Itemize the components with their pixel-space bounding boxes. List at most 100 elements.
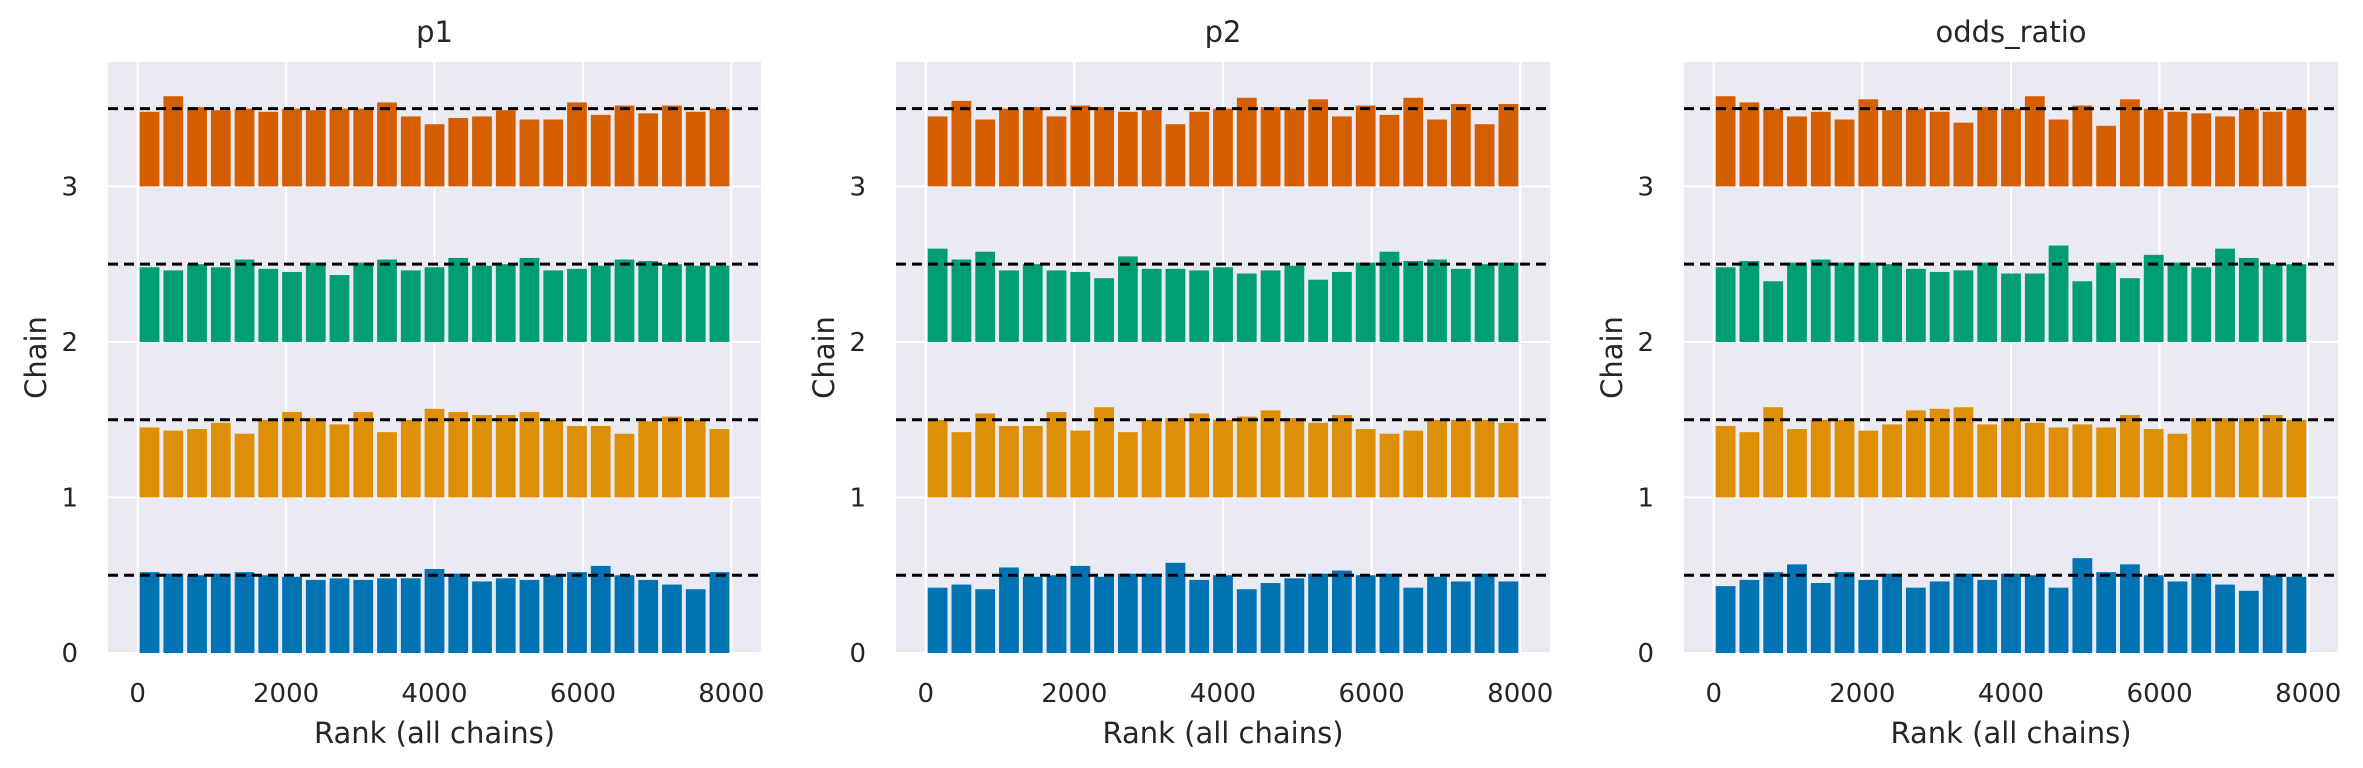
x-tick-label: 0 <box>129 679 146 709</box>
bar-chain-2 <box>163 270 184 342</box>
x-tick-label: 8000 <box>2275 679 2341 709</box>
bar-chain-3 <box>1165 124 1186 187</box>
bar-chain-3 <box>1450 103 1471 187</box>
bar-chain-3 <box>234 108 255 187</box>
bar-chain-1 <box>519 411 540 498</box>
bar-chain-0 <box>1332 570 1352 653</box>
bar-chain-0 <box>2072 558 2093 653</box>
bar-chain-1 <box>258 419 279 498</box>
bar-chain-2 <box>1977 262 1998 342</box>
bar-chain-3 <box>519 119 540 187</box>
bar-chain-2 <box>2262 264 2283 342</box>
bar-chain-2 <box>1094 278 1114 342</box>
bar-chain-3 <box>329 108 350 187</box>
bar-chain-3 <box>951 100 972 187</box>
bar-chain-3 <box>472 116 492 187</box>
bar-chain-3 <box>638 113 659 187</box>
bar-chain-3 <box>2167 111 2188 187</box>
bar-chain-2 <box>1498 262 1519 342</box>
bar-chain-0 <box>329 578 350 653</box>
bar-chain-0 <box>999 567 1019 653</box>
bar-chain-2 <box>1117 256 1138 342</box>
bar-chain-3 <box>2215 116 2235 187</box>
bar-chain-3 <box>2191 113 2212 187</box>
bar-chain-3 <box>1355 105 1376 187</box>
bar-chain-1 <box>2001 418 2021 498</box>
bar-chain-0 <box>1739 579 1760 653</box>
bar-chain-0 <box>1787 564 1807 653</box>
x-tick-label: 8000 <box>698 679 764 709</box>
bar-chain-1 <box>1189 413 1210 498</box>
bar-chain-2 <box>1953 270 1974 342</box>
bar-chain-3 <box>1977 107 1998 187</box>
bar-chain-1 <box>1308 422 1329 498</box>
bar-chain-0 <box>2191 573 2212 653</box>
bar-chain-2 <box>1715 267 1736 342</box>
bar-chain-0 <box>1498 581 1519 653</box>
bar-chain-3 <box>927 116 948 187</box>
bar-chain-0 <box>1450 581 1471 653</box>
bar-chain-2 <box>2120 278 2140 342</box>
bar-chain-1 <box>1070 430 1091 498</box>
bar-chain-2 <box>1046 270 1067 342</box>
bar-chain-3 <box>424 124 445 187</box>
bar-chain-0 <box>638 579 659 653</box>
bar-chain-0 <box>1977 579 1998 653</box>
bar-chain-3 <box>1379 114 1400 187</box>
x-tick-label: 6000 <box>2127 679 2193 709</box>
y-tick-label: 1 <box>849 483 866 513</box>
bar-chain-0 <box>305 579 326 653</box>
x-tick-label: 8000 <box>1487 679 1553 709</box>
bar-chain-0 <box>2048 587 2069 653</box>
bar-chain-3 <box>662 105 682 187</box>
bar-chain-2 <box>543 270 564 342</box>
y-tick-label: 0 <box>1637 639 1654 669</box>
bar-chain-0 <box>1427 576 1447 653</box>
bar-chain-3 <box>1046 116 1067 187</box>
bar-chain-1 <box>1427 419 1447 498</box>
bar-chain-3 <box>1427 119 1447 187</box>
bar-chain-0 <box>448 573 469 653</box>
bar-chain-2 <box>282 271 302 342</box>
bar-chain-0 <box>927 587 948 653</box>
bar-chain-2 <box>2191 267 2212 342</box>
bar-chain-3 <box>1474 124 1495 187</box>
bar-chain-3 <box>2072 105 2093 187</box>
bar-chain-3 <box>282 108 302 187</box>
bar-chain-2 <box>448 257 469 342</box>
bar-chain-1 <box>2191 418 2212 498</box>
bar-chain-2 <box>1213 267 1233 342</box>
bar-chain-2 <box>329 275 350 342</box>
bar-chain-0 <box>1308 573 1329 653</box>
y-tick-label: 0 <box>61 639 78 669</box>
x-axis-label: Rank (all chains) <box>314 716 555 750</box>
bar-chain-1 <box>163 430 184 498</box>
bar-chain-1 <box>951 432 972 498</box>
bar-chain-3 <box>1763 108 1784 187</box>
bar-chain-2 <box>377 259 397 342</box>
bar-chain-1 <box>2096 427 2117 498</box>
x-tick-label: 4000 <box>401 679 467 709</box>
bar-chain-1 <box>1450 419 1471 498</box>
bar-chain-1 <box>1977 424 1998 498</box>
bar-chain-1 <box>424 408 445 498</box>
bar-chain-0 <box>1715 586 1736 653</box>
bar-chain-0 <box>975 589 996 653</box>
bar-chain-2 <box>1379 251 1400 342</box>
bar-chain-1 <box>614 433 635 498</box>
bar-chain-2 <box>1450 268 1471 342</box>
bar-chain-2 <box>1236 273 1257 342</box>
bar-chain-1 <box>567 425 587 498</box>
bar-chain-3 <box>1094 107 1114 187</box>
bar-chain-0 <box>1236 589 1257 653</box>
bar-chain-1 <box>282 411 302 498</box>
bar-chain-2 <box>662 264 682 342</box>
bar-chain-3 <box>377 102 397 187</box>
bar-chain-3 <box>187 107 207 187</box>
bar-chain-2 <box>495 264 516 342</box>
x-axis-label: Rank (all chains) <box>1102 716 1343 750</box>
bar-chain-1 <box>638 421 659 498</box>
bar-chain-3 <box>353 108 374 187</box>
bar-chain-0 <box>685 589 706 653</box>
